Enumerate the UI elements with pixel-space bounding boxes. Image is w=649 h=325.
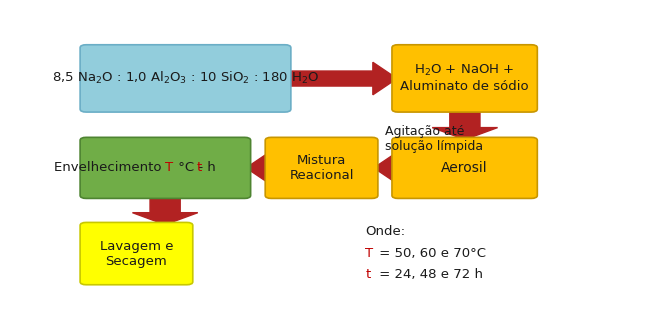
Text: t: t <box>365 268 371 281</box>
Text: h: h <box>202 162 215 175</box>
Text: = 50, 60 e 70°C: = 50, 60 e 70°C <box>375 247 486 260</box>
FancyBboxPatch shape <box>265 137 378 198</box>
Text: Agitação até
solução límpida: Agitação até solução límpida <box>386 125 484 153</box>
FancyArrow shape <box>246 151 270 184</box>
FancyArrow shape <box>132 195 198 225</box>
Text: T: T <box>165 162 173 175</box>
Text: 8,5 Na$_2$O : 1,0 Al$_2$O$_3$ : 10 SiO$_2$ : 180 H$_2$O: 8,5 Na$_2$O : 1,0 Al$_2$O$_3$ : 10 SiO$_… <box>52 71 319 86</box>
FancyArrow shape <box>286 62 397 95</box>
Text: °C -: °C - <box>175 162 208 175</box>
FancyArrow shape <box>374 151 398 184</box>
Text: H$_2$O + NaOH +
Aluminato de sódio: H$_2$O + NaOH + Aluminato de sódio <box>400 63 529 94</box>
Text: T: T <box>365 247 373 260</box>
FancyBboxPatch shape <box>392 45 537 112</box>
FancyBboxPatch shape <box>80 137 251 198</box>
Text: Lavagem e
Secagem: Lavagem e Secagem <box>100 240 173 267</box>
FancyBboxPatch shape <box>80 222 193 285</box>
Text: Envelhecimento: Envelhecimento <box>54 162 165 175</box>
Text: Mistura
Reacional: Mistura Reacional <box>289 154 354 182</box>
FancyBboxPatch shape <box>80 45 291 112</box>
Text: t: t <box>197 162 202 175</box>
Text: Onde:: Onde: <box>365 226 406 239</box>
FancyArrow shape <box>432 109 498 140</box>
FancyBboxPatch shape <box>392 137 537 198</box>
Text: Aerosil: Aerosil <box>441 161 488 175</box>
Text: = 24, 48 e 72 h: = 24, 48 e 72 h <box>375 268 484 281</box>
